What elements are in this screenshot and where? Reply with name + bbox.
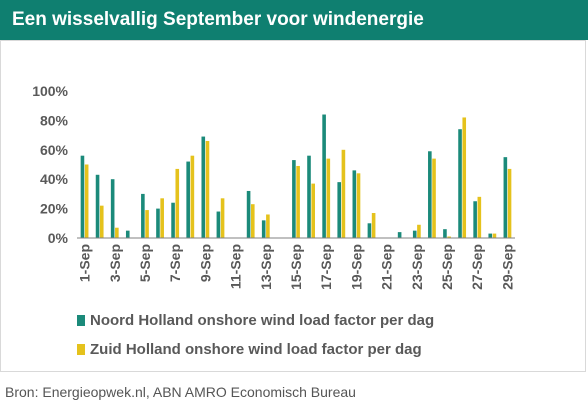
y-tick-label: 60% (40, 142, 69, 158)
x-tick-label: 13-Sep (258, 244, 274, 290)
bar-zuid-holland (477, 196, 482, 238)
x-tick-label: 19-Sep (348, 244, 364, 290)
bar-noord-holland (322, 114, 326, 238)
bar-zuid-holland (205, 140, 210, 238)
bar-noord-holland (171, 202, 175, 238)
bar-noord-holland (141, 193, 145, 238)
x-tick-label: 17-Sep (318, 244, 334, 290)
bar-zuid-holland (250, 204, 255, 238)
bar-noord-holland (397, 232, 402, 238)
bar-zuid-holland (145, 210, 149, 238)
bar-zuid-holland (175, 168, 180, 238)
bar-zuid-holland (99, 205, 104, 238)
bar-noord-holland (307, 155, 311, 238)
bar-zuid-holland (462, 117, 467, 238)
bar-noord-holland (352, 170, 357, 238)
legend-label-zuid: Zuid Holland onshore wind load factor pe… (90, 341, 422, 358)
bar-zuid-holland (507, 168, 512, 238)
bar-zuid-holland (447, 236, 451, 238)
x-tick-label: 3-Sep (107, 244, 123, 282)
bar-zuid-holland (115, 227, 119, 238)
bar-noord-holland (337, 182, 342, 238)
bar-noord-holland (473, 201, 477, 238)
bar-noord-holland (156, 208, 160, 238)
bar-zuid-holland (326, 158, 331, 238)
x-tick-label: 23-Sep (409, 244, 425, 290)
bar-noord-holland (216, 211, 221, 238)
source-note: Bron: Energieopwek.nl, ABN AMRO Economis… (5, 384, 356, 400)
x-tick-label: 25-Sep (439, 244, 455, 290)
bar-noord-holland (488, 233, 493, 238)
bar-noord-holland (95, 174, 100, 238)
y-tick-label: 0% (48, 230, 69, 246)
x-tick-label: 7-Sep (167, 244, 183, 282)
bar-zuid-holland (160, 198, 164, 238)
bar-zuid-holland (220, 198, 225, 238)
x-tick-label: 27-Sep (469, 244, 485, 290)
bar-noord-holland (458, 129, 462, 238)
bar-noord-holland (261, 220, 266, 238)
bar-zuid-holland (371, 213, 376, 238)
bar-noord-holland (443, 229, 447, 238)
x-tick-label: 1-Sep (77, 244, 93, 282)
bar-noord-holland (428, 151, 432, 238)
bar-noord-holland (110, 179, 115, 238)
bar-zuid-holland (417, 224, 421, 238)
bar-noord-holland (201, 136, 206, 238)
bar-noord-holland (125, 230, 130, 238)
x-tick-label: 5-Sep (137, 244, 153, 282)
bar-noord-holland (292, 160, 296, 238)
x-tick-label: 11-Sep (228, 244, 244, 289)
bar-noord-holland (80, 155, 85, 238)
bar-noord-holland (503, 157, 508, 238)
y-tick-label: 100% (32, 83, 68, 99)
bar-zuid-holland (356, 173, 361, 238)
legend-swatch-noord (77, 315, 85, 326)
bar-noord-holland (186, 161, 190, 238)
bar-zuid-holland (296, 165, 300, 238)
chart-title-bar: Een wisselvallig September voor windener… (0, 0, 588, 40)
legend-swatch-zuid (77, 344, 85, 355)
x-tick-label: 29-Sep (499, 244, 515, 290)
y-tick-label: 40% (40, 171, 69, 187)
bar-zuid-holland (432, 158, 436, 238)
bar-noord-holland (412, 230, 417, 238)
bar-noord-holland (367, 223, 372, 238)
bar-zuid-holland (492, 233, 497, 238)
legend-label-noord: Noord Holland onshore wind load factor p… (90, 312, 434, 329)
bar-zuid-holland (84, 164, 89, 238)
bar-zuid-holland (341, 149, 346, 238)
x-tick-label: 21-Sep (379, 244, 395, 290)
bar-zuid-holland (311, 183, 316, 238)
bar-chart: 0% 20% 40% 60% 80% 100% 1-Sep 3-Sep 5-Sep 7-Sep 9… (32, 83, 515, 358)
bar-zuid-holland (190, 155, 195, 238)
bar-zuid-holland (266, 214, 270, 238)
y-tick-label: 20% (40, 201, 69, 217)
y-tick-label: 80% (40, 112, 69, 128)
bar-noord-holland (246, 190, 251, 238)
x-tick-label: 15-Sep (288, 244, 304, 290)
chart-frame (0, 40, 586, 372)
chart-title: Een wisselvallig September voor windener… (12, 9, 424, 30)
x-tick-label: 9-Sep (197, 244, 213, 282)
